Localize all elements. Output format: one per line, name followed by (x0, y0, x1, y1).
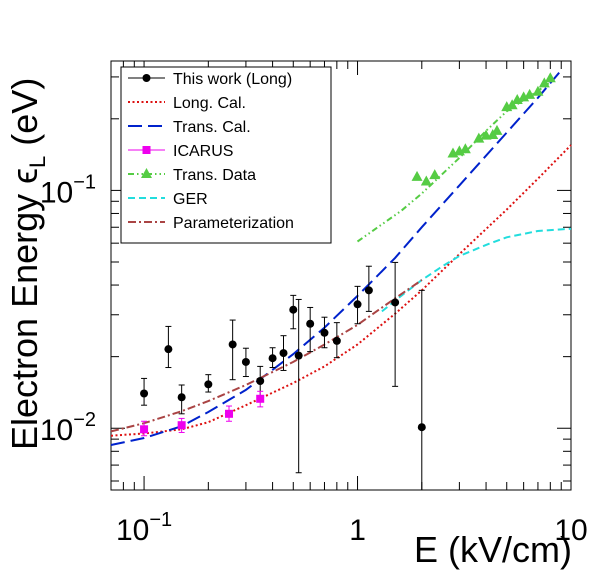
legend-label-0: This work (Long) (173, 71, 292, 88)
y-tick-label: 10−1 (40, 171, 96, 209)
series-layer (110, 69, 572, 490)
data-point (140, 389, 149, 398)
data-point (140, 425, 149, 434)
legend-label-1: Long. Cal. (173, 95, 246, 112)
data-point (524, 88, 536, 99)
data-point (320, 328, 329, 337)
data-point (225, 409, 234, 418)
data-point (241, 357, 250, 366)
data-point (294, 351, 303, 360)
data-point (177, 421, 186, 430)
data-point (256, 394, 265, 403)
legend-label-5: GER (173, 191, 208, 208)
data-point (204, 380, 213, 389)
data-point (538, 77, 550, 88)
data-point (420, 175, 432, 186)
data-point (306, 319, 315, 328)
data-point (332, 336, 341, 345)
data-point (491, 124, 503, 135)
plot-frame (110, 60, 572, 491)
data-point (417, 423, 426, 432)
series-line-4 (356, 81, 551, 243)
legend: This work (Long) Long. Cal. Trans. Cal. ICA… (120, 66, 332, 244)
data-point (268, 354, 277, 363)
data-point (532, 85, 544, 96)
series-line-2 (110, 69, 562, 446)
data-point (506, 99, 518, 110)
legend-box (120, 66, 332, 244)
legend-label-4: Trans. Data (173, 167, 256, 184)
data-point (411, 170, 423, 181)
x-tick-label: 10 (554, 514, 587, 547)
data-point (353, 300, 362, 309)
data-point (364, 286, 373, 295)
data-point (256, 376, 265, 385)
x-tick-label: 1 (349, 514, 366, 547)
legend-marker-0 (142, 74, 151, 82)
axes: 10−1 1 10 10−2 10−1 (40, 61, 588, 547)
data-point (429, 169, 441, 180)
plot-border (110, 60, 572, 491)
data-point (289, 305, 298, 314)
y-tick-label: 10−2 (40, 409, 96, 447)
data-point (544, 72, 556, 83)
x-axis-title: E (kV/cm) (414, 529, 572, 570)
legend-marker-3 (142, 146, 151, 154)
series-line-5 (381, 227, 572, 313)
data-point (511, 93, 523, 104)
data-point (177, 393, 186, 402)
data-point (164, 345, 173, 354)
data-point (228, 340, 237, 349)
legend-label-3: ICARUS (173, 143, 233, 160)
series-line-6 (110, 279, 423, 433)
y-axis-title: Electron Energy ϵL (eV) (4, 78, 50, 450)
legend-marker-4 (141, 168, 152, 178)
legend-label-2: Trans. Cal. (173, 119, 251, 136)
data-point (391, 298, 400, 307)
legend-label-6: Parameterization (173, 215, 294, 232)
data-point (459, 143, 471, 154)
data-point (279, 349, 288, 358)
data-point (473, 132, 485, 143)
x-tick-label: 10−1 (116, 509, 172, 547)
